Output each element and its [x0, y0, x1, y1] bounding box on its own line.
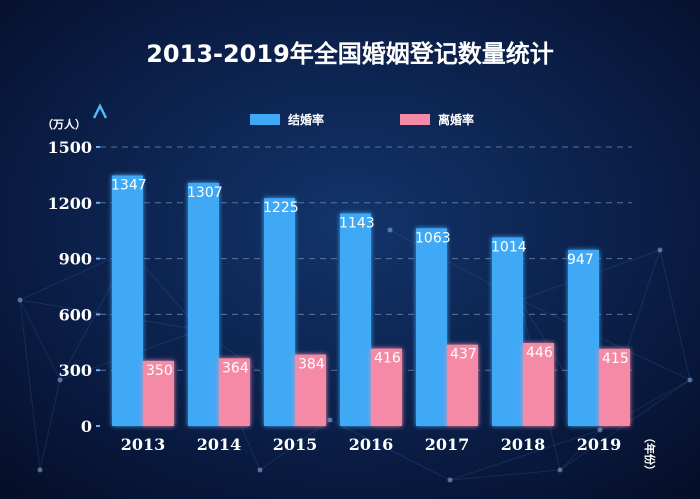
- decor-line: [659, 249, 691, 381]
- y-tick-label: 900: [59, 250, 92, 269]
- bar-marriage: [340, 213, 371, 426]
- data-label: 446: [526, 345, 553, 361]
- x-tick-label: 2014: [197, 435, 242, 454]
- decor-dot: [687, 377, 693, 383]
- decor-line: [519, 299, 691, 381]
- data-label: 1307: [187, 185, 223, 201]
- decor-dot: [387, 227, 393, 233]
- decor-dot: [327, 417, 333, 423]
- data-label: 437: [450, 347, 477, 363]
- data-label: 416: [374, 351, 401, 367]
- legend-label: 结婚率: [288, 112, 324, 127]
- y-tick-label: 1200: [47, 194, 92, 213]
- axes: 0 300 600 900 1200 1500 2013 2014 2015 2016 2017 20…: [47, 103, 632, 454]
- x-axis-unit: （年份）: [643, 432, 657, 476]
- decor-line: [449, 429, 601, 481]
- x-tick-label: 2016: [349, 435, 394, 454]
- data-label: 947: [567, 252, 594, 268]
- x-tick-label: 2017: [425, 435, 470, 454]
- y-axis-unit: （万人）: [42, 117, 86, 131]
- data-label: 1063: [415, 230, 451, 246]
- bars: [112, 175, 630, 426]
- y-tick-label: 600: [59, 305, 92, 324]
- legend-swatch: [250, 114, 280, 125]
- bar-divorce: [143, 360, 174, 426]
- y-tick-label: 1500: [47, 138, 92, 157]
- decor-line: [329, 419, 451, 481]
- bar-marriage: [188, 182, 219, 426]
- bar-marriage: [492, 237, 523, 426]
- data-label: 364: [222, 360, 249, 376]
- bar-marriage: [416, 228, 447, 426]
- x-tick-label: 2018: [501, 435, 546, 454]
- decor-dot: [17, 297, 23, 303]
- decor-dot: [257, 467, 263, 473]
- decor-line: [19, 299, 201, 331]
- decor-dot: [597, 427, 603, 433]
- bar-divorce: [371, 348, 402, 426]
- y-axis-arrow: [92, 103, 108, 119]
- decor-dot: [557, 467, 563, 473]
- data-label: 1347: [111, 177, 147, 193]
- data-labels: 1347 350 1307 364 1225 384 1143 416 1063 437 1014 4…: [111, 177, 629, 378]
- decor-line: [259, 419, 331, 471]
- x-tick-label: 2013: [121, 435, 166, 454]
- x-tick-label: 2019: [577, 435, 622, 454]
- bar-divorce: [523, 343, 554, 426]
- bar-divorce: [447, 344, 478, 426]
- legend: 结婚率 离婚率: [250, 112, 474, 127]
- bar-divorce: [219, 358, 250, 426]
- legend-label: 离婚率: [438, 112, 474, 127]
- decor-dot: [657, 247, 663, 253]
- bar-marriage: [112, 175, 143, 426]
- decor-line: [19, 299, 41, 471]
- decor-line: [449, 469, 561, 481]
- decor-line: [19, 299, 61, 381]
- bar-marriage: [568, 249, 599, 426]
- y-tick-label: 0: [81, 417, 92, 436]
- bar-marriage: [264, 198, 295, 426]
- decor-line: [559, 429, 601, 471]
- decor-dot: [447, 477, 453, 483]
- data-label: 415: [602, 351, 629, 367]
- bar-divorce: [295, 354, 326, 426]
- data-label: 1143: [339, 215, 375, 231]
- chart-title: 2013-2019年全国婚姻登记数量统计: [146, 40, 554, 68]
- bar-divorce: [599, 348, 630, 426]
- data-label: 350: [146, 363, 173, 379]
- data-label: 384: [298, 357, 325, 373]
- data-label: 1014: [491, 239, 527, 255]
- x-tick-label: 2015: [273, 435, 318, 454]
- y-tick-label: 300: [59, 361, 92, 380]
- decor-dot: [57, 377, 63, 383]
- decor-line: [39, 379, 61, 471]
- decor-dot: [37, 467, 43, 473]
- legend-swatch: [400, 114, 430, 125]
- data-label: 1225: [263, 200, 299, 216]
